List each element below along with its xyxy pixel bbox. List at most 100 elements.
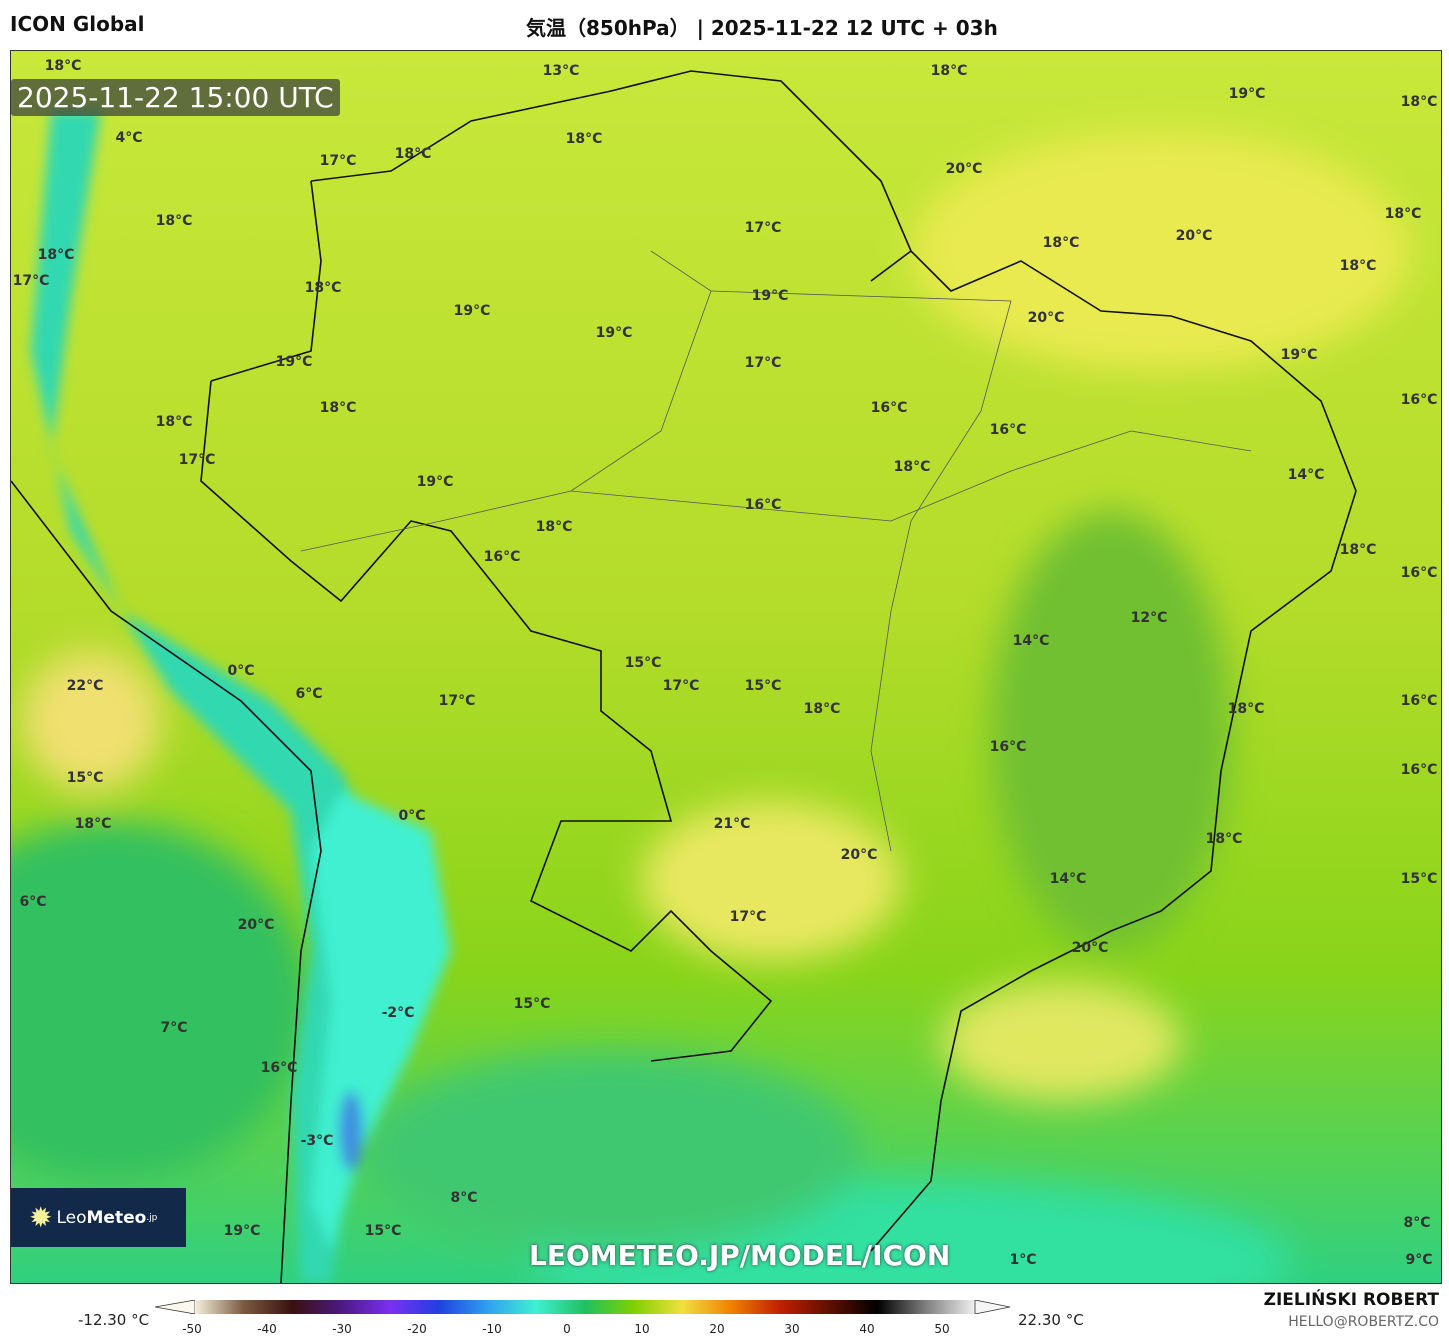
isotherm-label: 18°C <box>1339 542 1377 558</box>
isotherm-label: 19°C <box>1228 86 1266 102</box>
isotherm-label: 17°C <box>729 909 767 925</box>
isotherm-label: -2°C <box>381 1005 415 1021</box>
isotherm-label: 18°C <box>44 58 82 74</box>
isotherm-label: 19°C <box>275 354 313 370</box>
isotherm-label: 20°C <box>945 161 983 177</box>
isotherm-label: 17°C <box>319 153 357 169</box>
isotherm-label: 16°C <box>989 422 1027 438</box>
isotherm-label: 16°C <box>1400 392 1438 408</box>
isotherm-label: 15°C <box>66 770 104 786</box>
isotherm-label: 18°C <box>1339 258 1377 274</box>
isotherm-label: 20°C <box>840 847 878 863</box>
colorbar-tick: -10 <box>482 1322 502 1336</box>
isotherm-label: 16°C <box>1400 762 1438 778</box>
isotherm-label: 12°C <box>1130 610 1168 626</box>
isotherm-label: 4°C <box>115 130 143 146</box>
colorbar-max: 22.30 °C <box>1018 1311 1084 1329</box>
isotherm-label: 8°C <box>450 1190 478 1206</box>
chart-title: 気温（850hPa） | 2025-11-22 12 UTC + 03h <box>526 16 998 40</box>
isotherm-label: 17°C <box>744 220 782 236</box>
sun-icon: ✹ <box>29 1201 53 1234</box>
author: ZIELIŃSKI ROBERT <box>1263 1290 1439 1310</box>
isotherm-label: 18°C <box>394 146 432 162</box>
isotherm-label: 19°C <box>1280 347 1318 363</box>
isotherm-label: 7°C <box>160 1020 188 1036</box>
isotherm-label: 15°C <box>364 1223 402 1239</box>
isotherm-label: 14°C <box>1287 467 1325 483</box>
colorbar-tick: -50 <box>182 1322 202 1336</box>
isotherm-label: 0°C <box>227 663 255 679</box>
isotherm-label: 19°C <box>595 325 633 341</box>
isotherm-label: 18°C <box>37 247 75 263</box>
colorbar-tick: 0 <box>563 1322 571 1336</box>
isotherm-label: 16°C <box>989 739 1027 755</box>
isotherm-label: 20°C <box>237 917 275 933</box>
email-link[interactable]: HELLO@ROBERTZ.CO <box>1288 1314 1439 1330</box>
isotherm-label: 19°C <box>223 1223 261 1239</box>
isotherm-label: 15°C <box>513 996 551 1012</box>
isotherm-label: 18°C <box>155 213 193 229</box>
isotherm-label: 15°C <box>624 655 662 671</box>
coastline-borders <box>11 70 1357 1283</box>
isotherm-label: 6°C <box>295 686 323 702</box>
isotherm-label: 18°C <box>930 63 968 79</box>
colorbar-tick: 30 <box>784 1322 800 1336</box>
colorbar <box>155 1300 1011 1314</box>
temperature-map[interactable]: 18°C 13°C 18°C 19°C 18°C 4°C 18°C 17°C 18°C 20°C 1… <box>10 50 1442 1284</box>
isotherm-label: 0°C <box>398 808 426 824</box>
isotherm-label: 19°C <box>453 303 491 319</box>
colorbar-tick: -40 <box>257 1322 277 1336</box>
isotherm-label: 17°C <box>438 693 476 709</box>
isotherm-label: 18°C <box>74 816 112 832</box>
isotherm-label: 18°C <box>535 519 573 535</box>
isotherm-label: 8°C <box>1403 1215 1431 1231</box>
temperature-field <box>11 51 1441 1283</box>
watermark-url: LEOMETEO.JP/MODEL/ICON <box>529 1239 951 1272</box>
colorbar-tick: 50 <box>934 1322 950 1336</box>
model-name: ICON Global <box>10 12 145 36</box>
isotherm-label: 15°C <box>1400 871 1438 887</box>
isotherm-label: 18°C <box>803 701 841 717</box>
isotherm-label: 17°C <box>744 355 782 371</box>
colorbar-tick: 20 <box>709 1322 725 1336</box>
isotherm-label: 14°C <box>1049 871 1087 887</box>
isotherm-label: 16°C <box>1400 693 1438 709</box>
isotherm-label: 9°C <box>1405 1252 1433 1268</box>
isotherm-label: 19°C <box>416 474 454 490</box>
isotherm-label: 6°C <box>19 894 47 910</box>
colorbar-min: -12.30 °C <box>78 1311 150 1329</box>
colorbar-tick: 10 <box>634 1322 650 1336</box>
isotherm-label: 18°C <box>155 414 193 430</box>
isotherm-label: 20°C <box>1175 228 1213 244</box>
isotherm-label: 19°C <box>751 288 789 304</box>
colorbar-tick: 40 <box>859 1322 875 1336</box>
isotherm-label: 16°C <box>870 400 908 416</box>
isotherm-label: 18°C <box>304 280 342 296</box>
isotherm-label: 18°C <box>1205 831 1243 847</box>
leometeo-logo[interactable]: ✹ Leo Meteo .jp <box>11 1188 186 1247</box>
isotherm-label: 16°C <box>260 1060 298 1076</box>
isotherm-label: 14°C <box>1012 633 1050 649</box>
colorbar-tick: -20 <box>407 1322 427 1336</box>
isotherm-label: 17°C <box>178 452 216 468</box>
isotherm-label: 17°C <box>12 273 50 289</box>
isotherm-label: 16°C <box>744 497 782 513</box>
isotherm-label: 17°C <box>662 678 700 694</box>
isotherm-label: 15°C <box>744 678 782 694</box>
isotherm-label: 18°C <box>893 459 931 475</box>
isotherm-label: 20°C <box>1027 310 1065 326</box>
valid-time-label: 2025-11-22 15:00 UTC <box>11 79 340 116</box>
isotherm-label: 18°C <box>1384 206 1422 222</box>
isotherm-label: 20°C <box>1071 940 1109 956</box>
isotherm-label: 22°C <box>66 678 104 694</box>
isotherm-label: 18°C <box>1400 94 1438 110</box>
colorbar-tick: -30 <box>332 1322 352 1336</box>
isotherm-label: 18°C <box>565 131 603 147</box>
isotherm-label: 13°C <box>542 63 580 79</box>
isotherm-label: 21°C <box>713 816 751 832</box>
isotherm-label: 18°C <box>1042 235 1080 251</box>
isotherm-label: 16°C <box>483 549 521 565</box>
isotherm-label: 18°C <box>319 400 357 416</box>
isotherm-label: -3°C <box>300 1133 334 1149</box>
isotherm-label: 18°C <box>1227 701 1265 717</box>
